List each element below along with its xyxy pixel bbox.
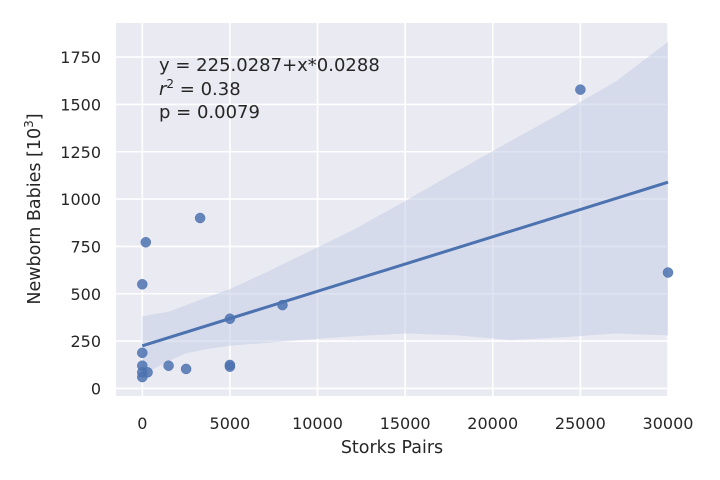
r-variable: r (159, 79, 168, 100)
y-tick-label: 1000 (60, 190, 101, 209)
y-tick-label: 500 (70, 285, 101, 304)
x-tick-labels: 0 5000 10000 15000 20000 25000 30000 (137, 414, 693, 433)
y-axis-label-text: Newborn Babies [10 (25, 128, 45, 305)
x-tick-label: 30000 (643, 414, 694, 433)
y-tick-label: 250 (70, 332, 101, 351)
x-tick-label: 15000 (380, 414, 431, 433)
y-axis-label-close: ] (25, 113, 45, 120)
r-superscript: 2 (166, 77, 174, 91)
equation-annotation: y = 225.0287+x*0.0288 (159, 55, 380, 76)
y-tick-label: 1750 (60, 48, 101, 67)
data-point (224, 361, 236, 372)
regression-line (141, 180, 669, 348)
r-squared-annotation: r2 = 0.38 (159, 77, 241, 100)
y-tick-label: 750 (70, 237, 101, 256)
data-point (163, 360, 174, 371)
data-point (137, 279, 148, 290)
x-tick-label: 0 (137, 414, 147, 433)
x-tick-label: 20000 (467, 414, 518, 433)
y-tick-label: 1250 (60, 143, 101, 162)
data-point (662, 267, 674, 278)
p-value-annotation: p = 0.0079 (159, 102, 260, 123)
confidence-band (142, 41, 669, 378)
x-tick-label: 25000 (555, 414, 606, 433)
data-point (140, 237, 152, 248)
data-point (575, 84, 586, 95)
r-value: = 0.38 (174, 79, 241, 100)
y-axis-label-sup: 3 (22, 120, 36, 128)
data-point (137, 347, 148, 359)
y-axis-label: Newborn Babies [103] (22, 113, 45, 304)
x-tick-label: 10000 (292, 414, 343, 433)
data-point (194, 212, 206, 224)
data-point (180, 363, 192, 375)
y-tick-label: 1500 (60, 95, 101, 114)
y-tick-label: 0 (91, 379, 101, 398)
x-axis-label: Storks Pairs (341, 438, 443, 458)
y-tick-labels: 0 250 500 750 1000 1250 1500 1750 (60, 48, 101, 398)
x-tick-label: 5000 (210, 414, 251, 433)
data-point (137, 371, 148, 383)
